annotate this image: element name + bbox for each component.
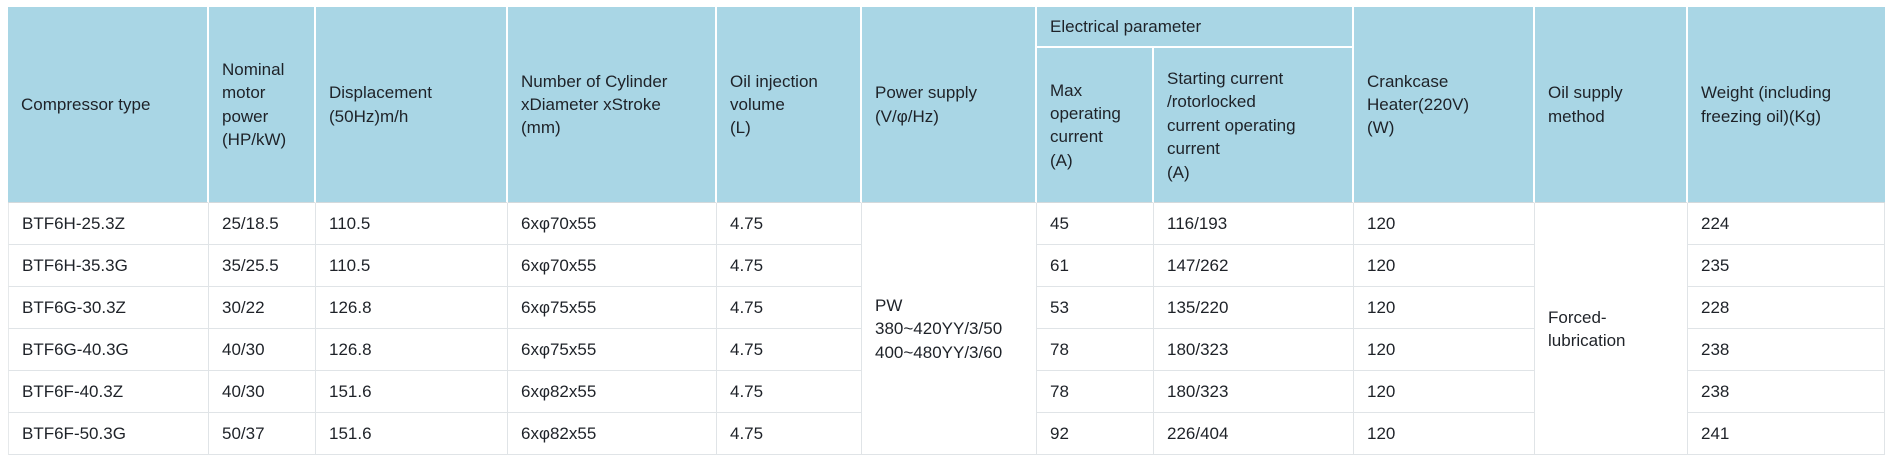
- cell-cylinder-diameter-stroke: 6xφ70x55: [508, 245, 717, 288]
- cell-oil-injection-volume: 4.75: [717, 245, 862, 288]
- cell-cylinder-diameter-stroke: 6xφ82x55: [508, 413, 717, 456]
- cell-nominal-motor-power: 40/30: [209, 371, 316, 414]
- cell-max-operating-current: 53: [1037, 287, 1154, 330]
- cell-compressor-type: BTF6F-50.3G: [8, 413, 209, 456]
- cell-oil-injection-volume: 4.75: [717, 371, 862, 414]
- cell-oil-injection-volume: 4.75: [717, 329, 862, 372]
- cell-max-operating-current: 45: [1037, 203, 1154, 246]
- cell-weight: 224: [1688, 203, 1886, 246]
- cell-max-operating-current: 78: [1037, 371, 1154, 414]
- header-cylinder-diameter-stroke: Number of Cylinder xDiameter xStroke (mm…: [508, 7, 717, 204]
- header-power-supply: Power supply (V/φ/Hz): [862, 7, 1037, 204]
- header-compressor-type: Compressor type: [8, 7, 209, 204]
- cell-nominal-motor-power: 40/30: [209, 329, 316, 372]
- cell-crankcase-heater: 120: [1354, 329, 1536, 372]
- header-oil-supply-method: Oil supply method: [1535, 7, 1689, 204]
- cell-cylinder-diameter-stroke: 6xφ82x55: [508, 371, 717, 414]
- cell-weight: 238: [1688, 371, 1886, 414]
- cell-crankcase-heater: 120: [1354, 371, 1536, 414]
- cell-crankcase-heater: 120: [1354, 245, 1536, 288]
- cell-nominal-motor-power: 50/37: [209, 413, 316, 456]
- header-displacement: Displacement (50Hz)m/h: [316, 7, 508, 204]
- table-row: BTF6G-30.3Z 30/22 126.8 6xφ75x55 4.75 53 135/2…: [8, 287, 1886, 330]
- table-row: BTF6F-50.3G 50/37 151.6 6xφ82x55 4.75 92 226/4…: [8, 413, 1886, 456]
- cell-compressor-type: BTF6F-40.3Z: [8, 371, 209, 414]
- cell-starting-current: 180/323: [1154, 329, 1355, 372]
- table-row: BTF6F-40.3Z 40/30 151.6 6xφ82x55 4.75 78 180/3…: [8, 371, 1886, 414]
- table-body: BTF6H-25.3Z 25/18.5 110.5 6xφ70x55 4.75 PW 38…: [8, 203, 1886, 456]
- cell-crankcase-heater: 120: [1354, 203, 1536, 246]
- cell-cylinder-diameter-stroke: 6xφ70x55: [508, 203, 717, 246]
- table-row: BTF6H-35.3G 35/25.5 110.5 6xφ70x55 4.75 61 147…: [8, 245, 1886, 288]
- cell-displacement: 151.6: [316, 413, 508, 456]
- cell-crankcase-heater: 120: [1354, 413, 1536, 456]
- header-oil-injection-volume: Oil injection volume (L): [717, 7, 862, 204]
- cell-displacement: 110.5: [316, 245, 508, 288]
- cell-weight: 235: [1688, 245, 1886, 288]
- header-weight: Weight (including freezing oil)(Kg): [1688, 7, 1886, 204]
- cell-cylinder-diameter-stroke: 6xφ75x55: [508, 329, 717, 372]
- cell-nominal-motor-power: 30/22: [209, 287, 316, 330]
- header-max-operating-current: Max operating current (A): [1037, 48, 1154, 204]
- header-electrical-parameter: Electrical parameter: [1037, 7, 1355, 49]
- cell-nominal-motor-power: 25/18.5: [209, 203, 316, 246]
- cell-displacement: 151.6: [316, 371, 508, 414]
- cell-starting-current: 180/323: [1154, 371, 1355, 414]
- cell-nominal-motor-power: 35/25.5: [209, 245, 316, 288]
- cell-oil-injection-volume: 4.75: [717, 203, 862, 246]
- cell-oil-injection-volume: 4.75: [717, 287, 862, 330]
- cell-oil-supply-method-merged: Forced- lubrication: [1535, 203, 1689, 456]
- cell-weight: 241: [1688, 413, 1886, 456]
- cell-displacement: 126.8: [316, 287, 508, 330]
- header-row-top: Compressor type Nominal motor power (HP/…: [8, 7, 1886, 204]
- cell-max-operating-current: 78: [1037, 329, 1154, 372]
- table-header: Compressor type Nominal motor power (HP/…: [8, 7, 1886, 204]
- cell-cylinder-diameter-stroke: 6xφ75x55: [508, 287, 717, 330]
- cell-starting-current: 116/193: [1154, 203, 1355, 246]
- cell-compressor-type: BTF6H-25.3Z: [8, 203, 209, 246]
- header-starting-current: Starting current /rotorlocked current op…: [1154, 48, 1355, 204]
- cell-weight: 228: [1688, 287, 1886, 330]
- cell-displacement: 126.8: [316, 329, 508, 372]
- header-nominal-motor-power: Nominal motor power (HP/kW): [209, 7, 316, 204]
- cell-starting-current: 226/404: [1154, 413, 1355, 456]
- cell-compressor-type: BTF6G-40.3G: [8, 329, 209, 372]
- cell-displacement: 110.5: [316, 203, 508, 246]
- header-row-sub: Max operating current (A) Starting curre…: [8, 48, 1885, 204]
- cell-weight: 238: [1688, 329, 1886, 372]
- cell-starting-current: 147/262: [1154, 245, 1355, 288]
- cell-power-supply-merged: PW 380~420YY/3/50 400~480YY/3/60: [862, 203, 1037, 456]
- cell-max-operating-current: 92: [1037, 413, 1154, 456]
- cell-compressor-type: BTF6H-35.3G: [8, 245, 209, 288]
- table-row: BTF6G-40.3G 40/30 126.8 6xφ75x55 4.75 78 180/3…: [8, 329, 1886, 372]
- spec-table-container: Compressor type Nominal motor power (HP/…: [8, 7, 1886, 456]
- cell-max-operating-current: 61: [1037, 245, 1154, 288]
- table-row: BTF6H-25.3Z 25/18.5 110.5 6xφ70x55 4.75 PW 38…: [8, 203, 1886, 456]
- cell-crankcase-heater: 120: [1354, 287, 1536, 330]
- header-crankcase-heater: Crankcase Heater(220V) (W): [1354, 7, 1536, 204]
- cell-oil-injection-volume: 4.75: [717, 413, 862, 456]
- cell-compressor-type: BTF6G-30.3Z: [8, 287, 209, 330]
- cell-starting-current: 135/220: [1154, 287, 1355, 330]
- compressor-spec-table: Compressor type Nominal motor power (HP/…: [8, 7, 1886, 456]
